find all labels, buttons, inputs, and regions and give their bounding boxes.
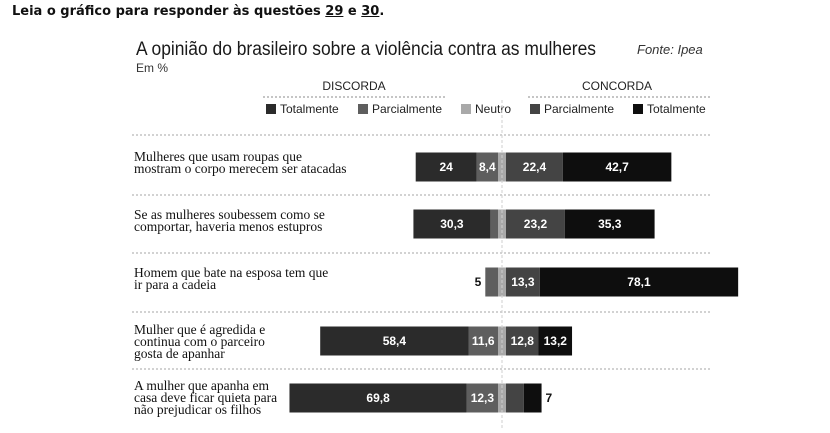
bar-disagree-partial-2 <box>485 267 498 297</box>
category-line-3-1: continua com o parceiro <box>134 334 265 349</box>
label-agree-total-1: 35,3 <box>598 217 622 231</box>
label-disagree-total-1: 30,3 <box>440 217 464 231</box>
bar-neutral-4 <box>498 383 506 413</box>
legend-swatch-4 <box>633 104 643 114</box>
chart-value-labels: 24 8,4 22,4 42,7 30,3 23,2 35,3 5 13,3 78,1 58,4 11… <box>366 160 651 405</box>
chart-unit: Em % <box>136 61 168 75</box>
instruction-text: Leia o gráfico para responder às questõe… <box>12 4 384 19</box>
bar-disagree-partial-0 <box>476 152 498 182</box>
bar-disagree-partial-3 <box>468 326 498 356</box>
label-agree-partial-2: 13,3 <box>511 275 535 289</box>
category-line-4-1: casa deve ficar quieta para <box>134 390 277 405</box>
instruction-suffix: . <box>379 4 385 19</box>
category-line-2-1: ir para a cadeia <box>134 277 216 292</box>
category-label-3: Mulher que é agredida e continua com o pa… <box>134 322 265 361</box>
chart-source: Fonte: Ipea <box>637 42 703 57</box>
label-disagree-total-4: 69,8 <box>366 391 390 405</box>
chart-bars <box>289 152 739 413</box>
label-disagree-partial-2: 5 <box>475 275 482 289</box>
bar-agree-partial-3 <box>506 326 539 356</box>
bar-disagree-total-3 <box>320 326 469 356</box>
category-line-2-0: Homem que bate na esposa tem que <box>134 265 328 280</box>
bar-agree-total-1 <box>564 209 655 239</box>
label-agree-partial-1: 23,2 <box>524 217 548 231</box>
category-line-0-0: Mulheres que usam roupas que <box>134 149 302 164</box>
legend-label-4: Totalmente <box>647 102 706 116</box>
bar-disagree-partial-4 <box>466 383 498 413</box>
instruction-conj: e <box>343 4 362 19</box>
label-disagree-partial-3: 11,6 <box>472 334 495 348</box>
bar-disagree-total-1 <box>413 209 491 239</box>
bar-disagree-total-0 <box>415 152 477 182</box>
disagree-group-header: DISCORDA <box>322 79 385 93</box>
category-line-1-1: comportar, haveria menos estupros <box>134 219 322 234</box>
bar-neutral-1 <box>498 209 506 239</box>
bar-agree-total-0 <box>562 152 672 182</box>
category-line-4-2: não prejudicar os filhos <box>134 402 261 417</box>
label-agree-partial-3: 12,8 <box>511 334 535 348</box>
label-disagree-total-0: 24 <box>440 160 454 174</box>
legend-label-0: Totalmente <box>280 102 339 116</box>
question-29-link: 29 <box>325 4 344 19</box>
legend-swatch-0 <box>266 104 276 114</box>
category-line-3-2: gosta de apanhar <box>134 346 225 361</box>
legend-label-3: Parcialmente <box>544 102 614 116</box>
label-disagree-total-3: 58,4 <box>383 334 407 348</box>
legend-swatch-1 <box>358 104 368 114</box>
label-agree-partial-0: 22,4 <box>523 160 547 174</box>
category-line-1-0: Se as mulheres soubessem como se <box>134 207 325 222</box>
legend-swatch-3 <box>530 104 540 114</box>
label-agree-total-4: 7 <box>546 391 553 405</box>
bar-agree-partial-4 <box>506 383 524 413</box>
label-agree-total-0: 42,7 <box>605 160 629 174</box>
agree-group-header: CONCORDA <box>582 79 652 93</box>
chart-legend: Totalmente Parcialmente Neutro Parcialmente… <box>266 102 706 116</box>
legend-swatch-2 <box>461 104 471 114</box>
chart-title: A opinião do brasileiro sobre a violênci… <box>136 39 596 60</box>
category-line-0-1: mostram o corpo merecem ser atacadas <box>134 161 347 176</box>
label-disagree-partial-4: 12,3 <box>471 391 495 405</box>
legend-label-1: Parcialmente <box>372 102 442 116</box>
category-label-1: Se as mulheres soubessem como se comporta… <box>134 207 325 234</box>
bar-agree-partial-2 <box>506 267 540 297</box>
category-label-0: Mulheres que usam roupas que mostram o co… <box>134 149 347 176</box>
instruction-prefix: Leia o gráfico para responder às questõe… <box>12 4 326 19</box>
label-agree-total-2: 78,1 <box>627 275 651 289</box>
bar-agree-total-2 <box>539 267 739 297</box>
category-line-3-0: Mulher que é agredida e <box>134 322 265 337</box>
bar-disagree-partial-1 <box>490 209 498 239</box>
bar-agree-partial-0 <box>506 152 563 182</box>
bar-agree-total-4 <box>523 383 542 413</box>
question-30-link: 30 <box>361 4 380 19</box>
category-line-4-0: A mulher que apanha em <box>134 378 269 393</box>
category-label-2: Homem que bate na esposa tem que ir para … <box>134 265 328 292</box>
legend-label-2: Neutro <box>475 102 511 116</box>
bar-agree-partial-1 <box>506 209 565 239</box>
label-agree-total-3: 13,2 <box>544 334 568 348</box>
label-disagree-partial-0: 8,4 <box>479 160 496 174</box>
chart-rows: Mulheres que usam roupas que mostram o co… <box>132 134 712 417</box>
bar-disagree-total-4 <box>289 383 467 413</box>
category-label-4: A mulher que apanha em casa deve ficar qu… <box>134 378 277 417</box>
bar-agree-total-3 <box>538 326 573 356</box>
